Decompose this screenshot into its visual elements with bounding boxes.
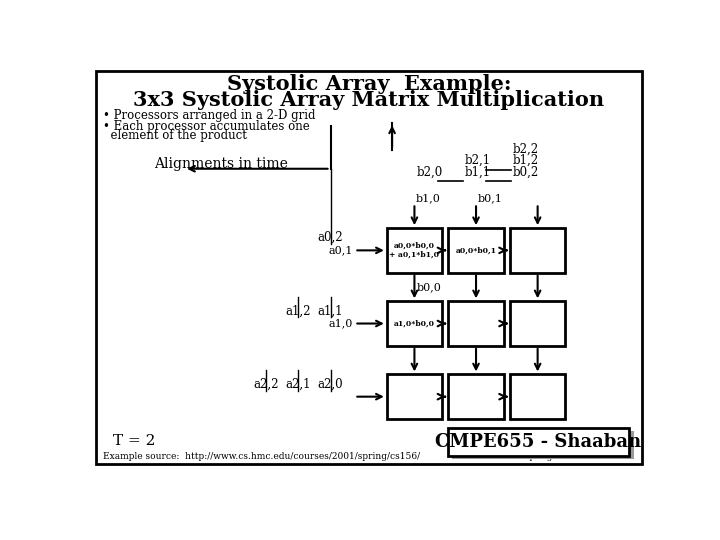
Bar: [449, 228, 504, 273]
Text: a2,2: a2,2: [253, 377, 279, 390]
Text: b0,2: b0,2: [512, 166, 539, 179]
Bar: [449, 301, 504, 346]
Text: a0,0*b0,0
+ a0,1*b1,0: a0,0*b0,0 + a0,1*b1,0: [390, 242, 439, 259]
Text: b2,1: b2,1: [464, 154, 490, 167]
Bar: [510, 228, 565, 273]
Bar: [452, 431, 634, 459]
Text: • Each processor accumulates one: • Each processor accumulates one: [104, 120, 310, 133]
Text: a1,2: a1,2: [285, 305, 311, 318]
Text: b1,0: b1,0: [416, 193, 441, 204]
Bar: [510, 374, 565, 419]
Text: b0,1: b0,1: [477, 193, 503, 204]
Text: a1,0*b0,0: a1,0*b0,0: [394, 320, 435, 328]
Text: • Processors arranged in a 2-D grid: • Processors arranged in a 2-D grid: [104, 110, 316, 123]
Bar: [449, 374, 504, 419]
Text: a0,0*b0,1: a0,0*b0,1: [456, 246, 497, 254]
Text: a2,1: a2,1: [285, 377, 311, 390]
Text: a1,0: a1,0: [328, 319, 353, 328]
Bar: [510, 301, 565, 346]
Text: b1,1: b1,1: [464, 166, 490, 179]
Text: b2,2: b2,2: [512, 143, 539, 156]
Text: a0,1: a0,1: [328, 245, 353, 255]
Text: a0,2: a0,2: [318, 231, 343, 244]
Text: element of the product: element of the product: [104, 130, 247, 143]
Text: b2,0: b2,0: [417, 166, 443, 179]
Text: Alignments in time: Alignments in time: [154, 157, 288, 171]
Bar: [387, 228, 442, 273]
Bar: [448, 428, 629, 456]
Text: b0,0: b0,0: [417, 282, 441, 292]
Text: 3x3 Systolic Array Matrix Multiplication: 3x3 Systolic Array Matrix Multiplication: [133, 90, 605, 110]
Text: a1,1: a1,1: [318, 305, 343, 318]
Text: b1,2: b1,2: [512, 154, 539, 167]
Bar: [387, 301, 442, 346]
Text: Example source:  http://www.cs.hmc.edu/courses/2001/spring/cs156/: Example source: http://www.cs.hmc.edu/co…: [104, 451, 420, 461]
Text: a2,0: a2,0: [318, 377, 343, 390]
Text: CMPE655 - Shaaban: CMPE655 - Shaaban: [436, 433, 642, 451]
Text: #68  lec # 1   Spring 2017   1-24-2017: #68 lec # 1 Spring 2017 1-24-2017: [463, 453, 627, 461]
Bar: [387, 374, 442, 419]
Text: T = 2: T = 2: [113, 434, 156, 448]
Text: Systolic Array  Example:: Systolic Array Example:: [227, 74, 511, 94]
